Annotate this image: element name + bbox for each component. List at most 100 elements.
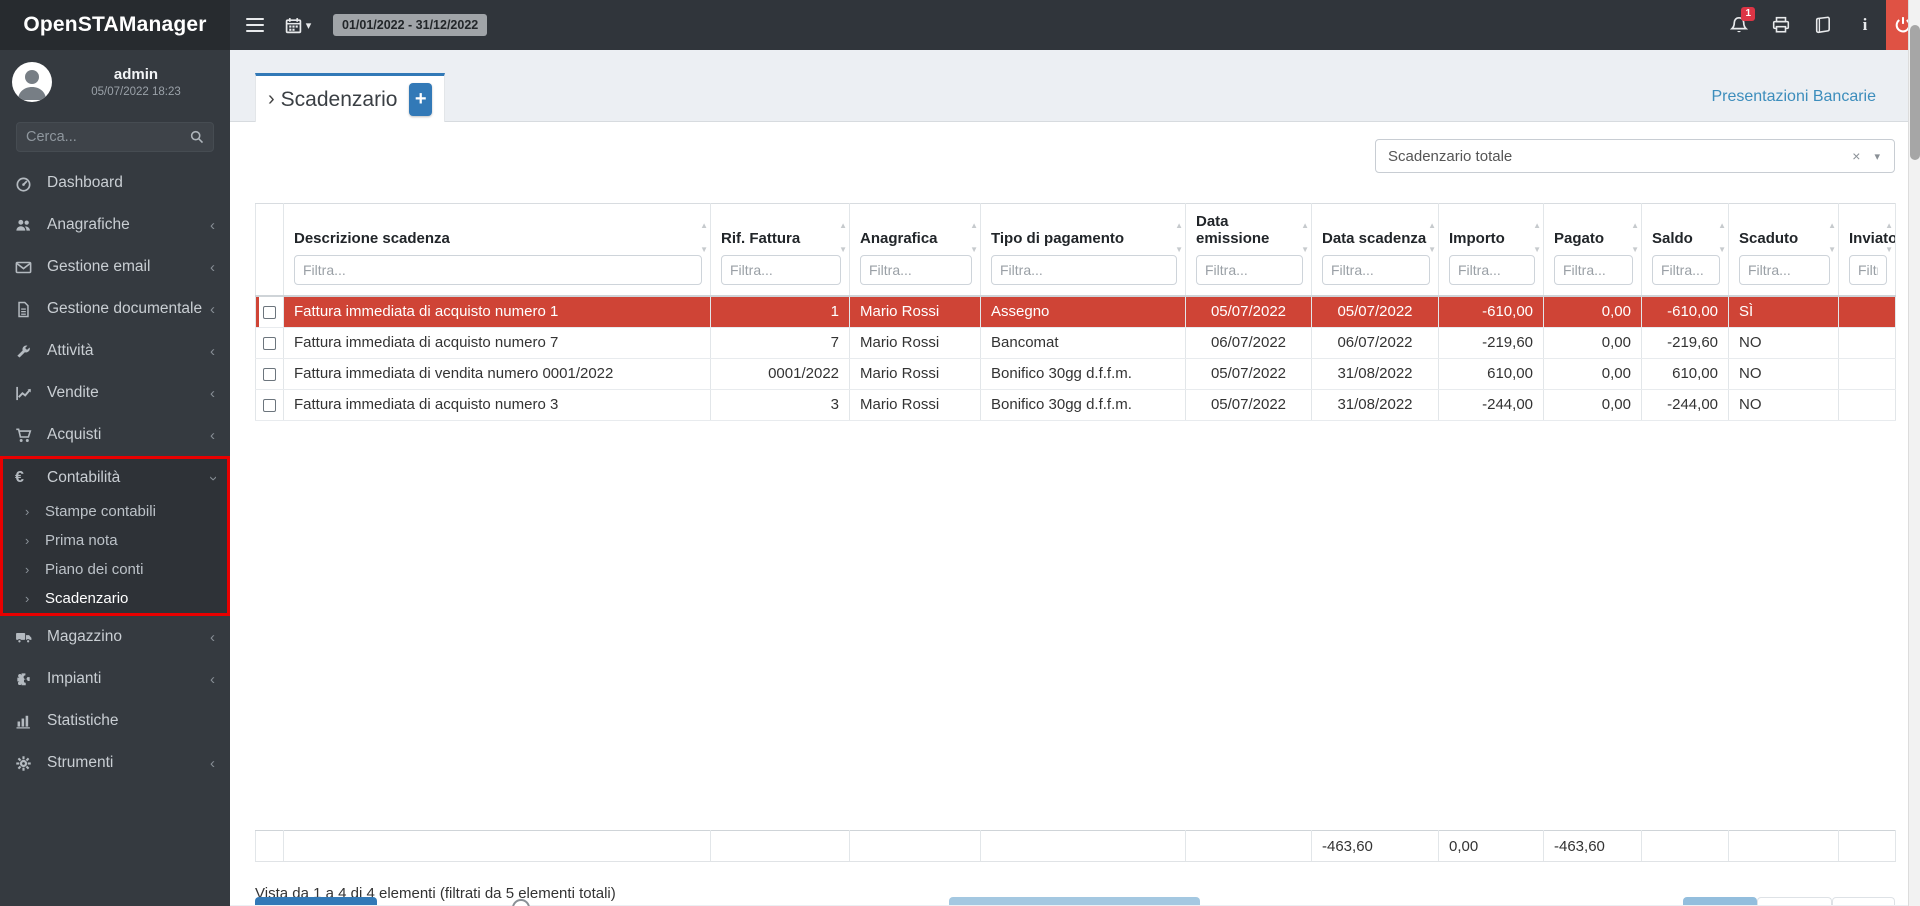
sort-icons[interactable]: ▲ ▼: [1885, 221, 1893, 254]
row-checkbox[interactable]: [263, 305, 276, 319]
sidebar-subitem-piano-dei-conti[interactable]: › Piano dei conti: [25, 561, 144, 578]
date-range-badge[interactable]: 01/01/2022 - 31/12/2022: [333, 14, 488, 36]
filter-input[interactable]: [1449, 255, 1535, 285]
sort-icons[interactable]: ▲ ▼: [1301, 221, 1309, 254]
sort-icons[interactable]: ▲ ▼: [1718, 221, 1726, 254]
sort-icons[interactable]: ▲ ▼: [1175, 221, 1183, 254]
select-all-header: [255, 203, 284, 297]
totals-empty-cell: [980, 830, 1186, 862]
totals-empty-cell: [283, 830, 711, 862]
column-header-descrizione-scadenza[interactable]: Descrizione scadenza▲▼: [283, 203, 711, 297]
chevron-right-icon: ›: [25, 533, 30, 548]
notifications-button[interactable]: 1: [1718, 0, 1760, 50]
column-header-inviato[interactable]: Inviato▲▼: [1838, 203, 1896, 297]
app-logo[interactable]: OpenSTAManager: [0, 0, 230, 50]
add-button[interactable]: +: [409, 83, 432, 116]
tachometer-icon: [15, 175, 39, 192]
scrollbar-thumb[interactable]: [1910, 25, 1920, 160]
table-row[interactable]: Fattura immediata di vendita numero 0001…: [255, 358, 1896, 390]
page-scrollbar[interactable]: [1908, 0, 1920, 906]
row-checkbox[interactable]: [263, 336, 276, 350]
cell-data-scadenza: 31/08/2022: [1311, 358, 1439, 390]
sidebar-group-contabilit-: € Contabilità ‹ › Stampe contabili › Prima not…: [0, 456, 230, 616]
sidebar-subitem-prima-nota[interactable]: › Prima nota: [25, 532, 118, 549]
filter-input[interactable]: [991, 255, 1177, 285]
pagination-active-partial[interactable]: [1683, 897, 1757, 905]
sidebar-subitem-scadenzario[interactable]: › Scadenzario: [25, 590, 129, 607]
sidebar-item-anagrafiche[interactable]: Anagrafiche ‹: [0, 204, 230, 246]
sort-icons[interactable]: ▲ ▼: [1533, 221, 1541, 254]
print-button[interactable]: [1760, 0, 1802, 50]
chevron-right-icon: ›: [25, 591, 30, 606]
column-header-data-emissione[interactable]: Data emissione▲▼: [1185, 203, 1312, 297]
filter-input[interactable]: [1322, 255, 1430, 285]
row-checkbox[interactable]: [263, 367, 276, 381]
sort-icons[interactable]: ▲ ▼: [970, 221, 978, 254]
filter-input[interactable]: [1849, 255, 1887, 285]
column-header-pagato[interactable]: Pagato▲▼: [1543, 203, 1642, 297]
avatar[interactable]: [12, 62, 52, 102]
sort-icons[interactable]: ▲ ▼: [700, 221, 708, 254]
totals-empty-cell: [1641, 830, 1729, 862]
search-input[interactable]: [26, 129, 190, 145]
sidebar-item-gestione-email[interactable]: Gestione email ‹: [0, 246, 230, 288]
sidebar-item-contabilit-[interactable]: € Contabilità ‹: [15, 469, 221, 486]
pagination-button-partial[interactable]: [1832, 897, 1895, 905]
sort-icons[interactable]: ▲ ▼: [1828, 221, 1836, 254]
cell-scaduto: NO: [1728, 327, 1839, 359]
cell-saldo: -219,60: [1641, 327, 1729, 359]
select-caret-icon[interactable]: ▾: [1874, 150, 1880, 163]
filter-input[interactable]: [1739, 255, 1830, 285]
column-header-anagrafica[interactable]: Anagrafica▲▼: [849, 203, 981, 297]
search-icon[interactable]: [190, 130, 204, 144]
hamburger-menu-icon[interactable]: [235, 0, 275, 50]
sidebar-item-gestione-documentale[interactable]: Gestione documentale ‹: [0, 288, 230, 330]
sidebar: OpenSTAManager admin 05/07/2022 18:23 Da…: [0, 0, 230, 906]
filter-input[interactable]: [1554, 255, 1633, 285]
chevron-left-icon: ‹: [210, 670, 215, 688]
column-header-saldo[interactable]: Saldo▲▼: [1641, 203, 1729, 297]
sidebar-item-attivit-[interactable]: Attività ‹: [0, 330, 230, 372]
bank-presentations-link[interactable]: Presentazioni Bancarie: [1711, 88, 1876, 105]
totals-empty-cell: [849, 830, 981, 862]
tab-scadenzario[interactable]: › Scadenzario +: [255, 73, 445, 123]
cell-descrizione-scadenza: Fattura immediata di acquisto numero 7: [283, 327, 711, 359]
filter-input[interactable]: [860, 255, 972, 285]
column-header-rif-fattura[interactable]: Rif. Fattura▲▼: [710, 203, 850, 297]
sidebar-item-impianti[interactable]: Impianti ‹: [0, 658, 230, 700]
sort-icons[interactable]: ▲ ▼: [1631, 221, 1639, 254]
sort-icons[interactable]: ▲ ▼: [1428, 221, 1436, 254]
column-header-data-scadenza[interactable]: Data scadenza▲▼: [1311, 203, 1439, 297]
export-button-partial[interactable]: [255, 897, 377, 905]
pagination-button-partial[interactable]: [1757, 897, 1832, 905]
filter-input[interactable]: [1652, 255, 1720, 285]
row-checkbox-cell: [255, 296, 284, 328]
scadenzario-type-select[interactable]: Scadenzario totale × ▾: [1375, 139, 1895, 173]
column-header-scaduto[interactable]: Scaduto▲▼: [1728, 203, 1839, 297]
sidebar-item-magazzino[interactable]: Magazzino ‹: [0, 616, 230, 658]
cell-importo: -219,60: [1438, 327, 1544, 359]
column-header-tipo-di-pagamento[interactable]: Tipo di pagamento▲▼: [980, 203, 1186, 297]
docs-button[interactable]: [1802, 0, 1844, 50]
bulk-action-button-partial[interactable]: [949, 897, 1200, 905]
row-checkbox[interactable]: [263, 398, 276, 412]
info-button[interactable]: i: [1862, 15, 1868, 34]
filter-input[interactable]: [1196, 255, 1303, 285]
truck-icon: [15, 629, 39, 646]
cell-data-emissione: 05/07/2022: [1185, 296, 1312, 328]
filter-input[interactable]: [294, 255, 702, 285]
sort-icons[interactable]: ▲ ▼: [839, 221, 847, 254]
sidebar-item-acquisti[interactable]: Acquisti ‹: [0, 414, 230, 456]
sidebar-item-strumenti[interactable]: Strumenti ‹: [0, 742, 230, 784]
select-clear-icon[interactable]: ×: [1852, 148, 1861, 164]
sidebar-item-statistiche[interactable]: Statistiche: [0, 700, 230, 742]
sidebar-subitem-stampe-contabili[interactable]: › Stampe contabili: [25, 503, 156, 520]
sidebar-item-vendite[interactable]: Vendite ‹: [0, 372, 230, 414]
sidebar-item-dashboard[interactable]: Dashboard: [0, 162, 230, 204]
filter-input[interactable]: [721, 255, 841, 285]
calendar-icon[interactable]: ▾: [275, 0, 321, 50]
column-header-importo[interactable]: Importo▲▼: [1438, 203, 1544, 297]
